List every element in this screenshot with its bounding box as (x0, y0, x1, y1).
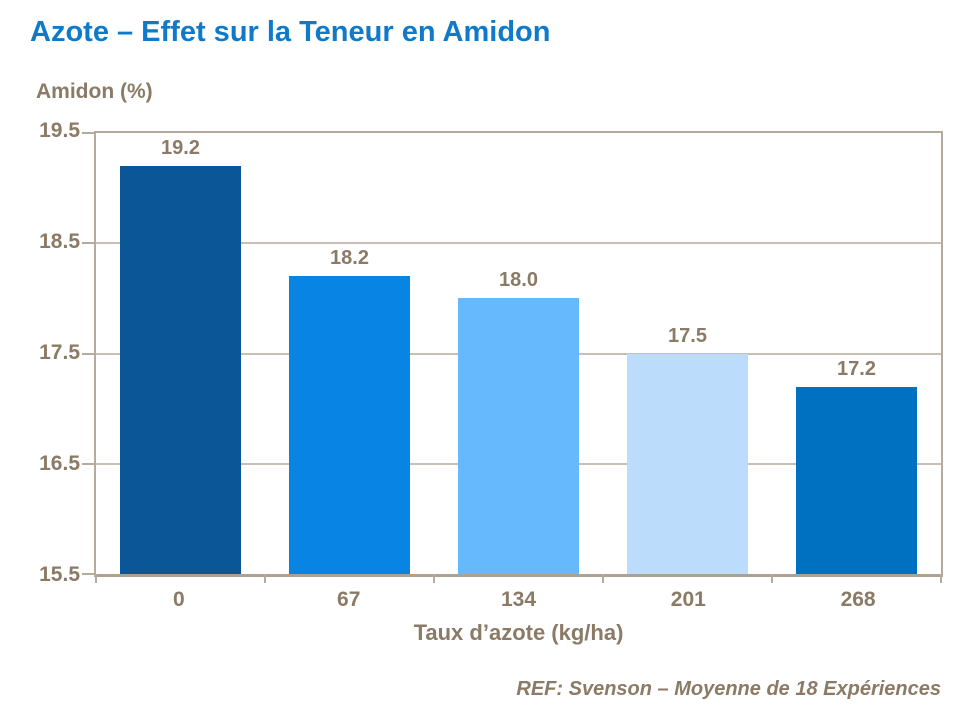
bar-slot-67: 18.2 (265, 133, 434, 574)
x-tick-mark (602, 574, 604, 583)
y-tick-mark (82, 462, 94, 465)
gridline-18.5 (96, 242, 941, 245)
y-tick-label-15.5: 15.5 (39, 563, 80, 586)
x-category-label-0: 0 (173, 588, 185, 611)
x-axis-category-labels: 0 67 134 201 268 (94, 586, 943, 614)
bar-slot-268: 17.2 (772, 133, 941, 574)
bar-0 (120, 166, 241, 574)
y-tick-label-18.5: 18.5 (39, 230, 80, 253)
x-tick-mark (940, 574, 942, 583)
chart-title: Azote – Effet sur la Teneur en Amidon (30, 16, 551, 48)
bar-67 (289, 276, 410, 574)
y-axis-title: Amidon (%) (36, 80, 153, 103)
source-reference: REF: Svenson – Moyenne de 18 Expériences (516, 678, 941, 700)
x-tick-mark (264, 574, 266, 583)
x-axis-title: Taux d’azote (kg/ha) (413, 620, 624, 645)
x-tick-mark (95, 574, 97, 583)
bar-slot-0: 19.2 (96, 133, 265, 574)
x-tick-mark (433, 574, 435, 583)
x-tick-mark (771, 574, 773, 583)
y-tick-mark (82, 573, 94, 575)
y-tick-mark (82, 242, 94, 245)
bar-value-label-67: 18.2 (330, 247, 369, 270)
x-category-label-201: 201 (670, 588, 706, 611)
bar-268 (796, 386, 917, 574)
bar-134 (458, 298, 579, 574)
y-tick-label-17.5: 17.5 (39, 341, 80, 364)
y-tick-mark (82, 352, 94, 355)
bar-value-label-0: 19.2 (161, 137, 200, 160)
bar-value-label-268: 17.2 (837, 357, 876, 380)
plot-area: 19.2 18.2 18.0 17.5 17.2 (82, 131, 943, 583)
bar-value-label-201: 17.5 (668, 324, 707, 347)
bar-slot-201: 17.5 (603, 133, 772, 574)
y-axis-tick-labels: 19.5 18.5 17.5 16.5 15.5 (0, 119, 80, 586)
bar-201 (627, 353, 748, 574)
x-category-label-134: 134 (500, 588, 537, 611)
bar-value-label-134: 18.0 (499, 269, 538, 292)
bar-slot-134: 18.0 (434, 133, 603, 574)
x-category-label-268: 268 (840, 588, 876, 611)
y-tick-label-16.5: 16.5 (39, 452, 80, 475)
x-category-label-67: 67 (337, 588, 361, 611)
y-tick-label-19.5: 19.5 (39, 119, 80, 142)
y-tick-mark (82, 132, 94, 134)
